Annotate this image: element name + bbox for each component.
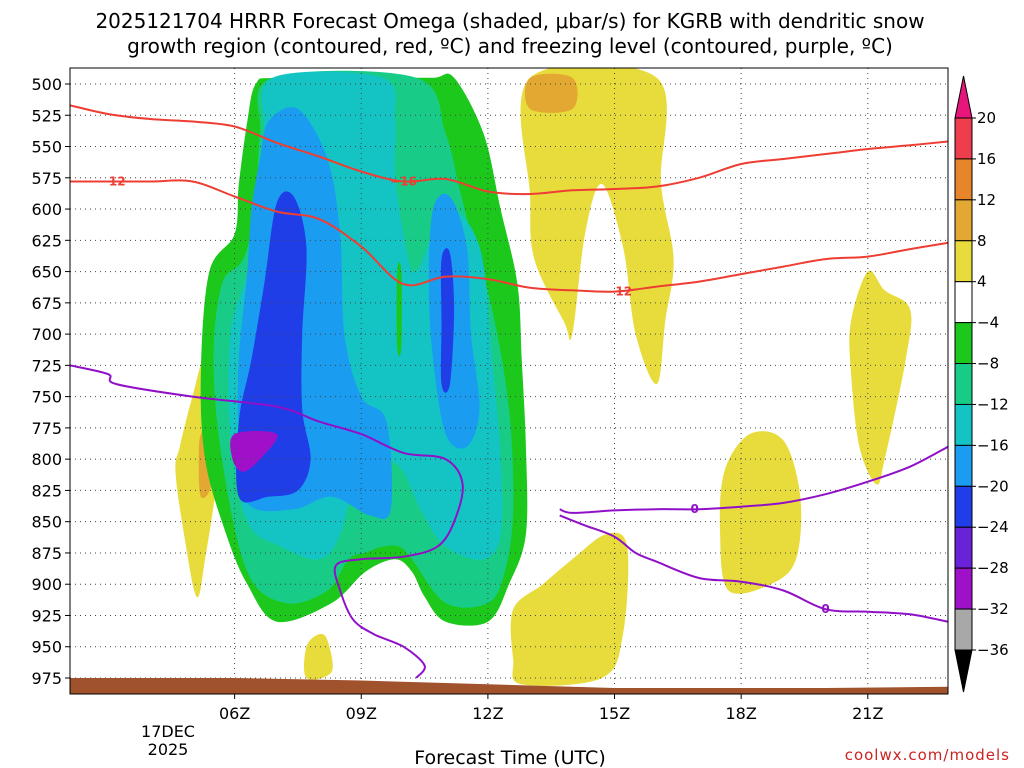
colorbar-label: −16 [977,436,1009,454]
dgz-contour-1 [70,104,948,196]
colorbar-label: −4 [977,314,999,332]
colorbar-label: −8 [977,355,999,373]
x-tick-label: 15Z [599,704,630,723]
omega-region-8 [440,248,455,393]
colorbar-band-1 [954,158,973,201]
colorbar-label: −32 [977,600,1009,618]
omega-region-7 [236,191,311,503]
colorbar-over-triangle [954,75,973,119]
colorbar-band-7 [954,403,973,446]
colorbar-label: 4 [977,273,987,291]
chart-title-line1: 2025121704 HRRR Forecast Omega (shaded, … [95,9,924,33]
dgz-contour-0 [70,179,948,293]
y-tick-label: 600 [31,200,62,219]
y-tick-label: 950 [31,638,62,657]
terrain [70,678,948,694]
colorbar-label: 12 [977,191,996,209]
x-date-year: 2025 [148,740,189,759]
y-tick-label: 775 [31,419,62,438]
y-tick-label: 525 [31,106,62,125]
colorbar-band-0 [954,117,973,160]
y-tick-label: 575 [31,169,62,188]
colorbar-label: 16 [977,150,996,168]
omega-region-6 [428,193,480,449]
y-tick-label: 900 [31,575,62,594]
colorbar-band-11 [954,567,973,610]
x-axis: 06Z 09Z 12Z 15Z 18Z 21Z [219,694,883,723]
y-tick-label: 925 [31,606,62,625]
y-tick-label: 700 [31,325,62,344]
colorbar-band-9 [954,485,973,528]
surface-terrain [70,678,948,694]
freezing-contour-2 [559,514,948,623]
y-tick-label: 675 [31,294,62,313]
contour-label-2: −12 [605,285,632,299]
colorbar-band-3 [954,240,973,283]
colorbar-band-5 [954,322,973,365]
omega-region-13 [510,532,629,686]
colorbar-band-8 [954,444,973,487]
colorbar-band-6 [954,363,973,405]
omega-region-9 [230,431,278,472]
y-tick-label: 550 [31,138,62,157]
x-tick-label: 18Z [725,704,756,723]
contour-labels: −12 −16 −12 0 0 [99,175,830,617]
x-date-day: 17DEC [141,722,195,741]
freezing-contour-1 [559,445,948,514]
colorbar-label: −28 [977,559,1009,577]
colorbar-band-2 [954,199,973,242]
omega-region-14 [303,633,333,680]
y-tick-label: 975 [31,669,62,688]
contour-label-3: 0 [691,502,699,516]
y-tick-label: 625 [31,231,62,250]
omega-region-10 [396,262,402,356]
x-tick-label: 21Z [852,704,883,723]
y-tick-label: 825 [31,481,62,500]
y-tick-label: 800 [31,450,62,469]
colorbar-label: 8 [977,232,987,250]
colorbar: 20 16 12 8 4 −4 −8 −12 −16 −20 −24 −28 −32 −36 [954,75,1009,693]
y-tick-label: 725 [31,356,62,375]
plot-frame [69,67,949,695]
contour-label-1: −16 [390,175,417,189]
y-tick-label: 850 [31,513,62,532]
omega-region-16 [849,270,912,485]
colorbar-label: −36 [977,641,1009,659]
omega-region-12 [524,73,578,113]
colorbar-under-triangle [954,649,973,693]
x-tick-label: 06Z [219,704,250,723]
colorbar-band-10 [954,526,973,569]
x-axis-title: Forecast Time (UTC) [414,747,605,768]
y-tick-label: 500 [31,75,62,94]
colorbar-label: 20 [977,109,996,127]
x-tick-label: 12Z [472,704,503,723]
y-tick-label: 875 [31,544,62,563]
chart-title-line2: growth region (contoured, red, ºC) and f… [127,34,893,58]
colorbar-band-12 [954,608,973,651]
y-tick-label: 650 [31,263,62,282]
omega-shading [175,68,912,686]
contour-label-0: −12 [99,175,126,189]
colorbar-label: −12 [977,395,1009,413]
contours [70,104,948,679]
x-tick-label: 09Z [346,704,377,723]
freezing-contour-0 [70,364,464,679]
y-tick-label: 750 [31,388,62,407]
colorbar-band-4 [954,281,973,324]
omega-region-11 [520,68,674,385]
colorbar-label: −24 [977,518,1009,536]
omega-region-15 [719,431,802,594]
plot-area: −12 −16 −12 0 0 [70,68,948,694]
y-axis: 500 525 550 575 600 625 650 675 700 725 750 775 800 8… [31,75,70,688]
contour-label-4: 0 [821,602,829,616]
credit-text: coolwx.com/models [845,746,1010,764]
colorbar-label: −20 [977,477,1009,495]
